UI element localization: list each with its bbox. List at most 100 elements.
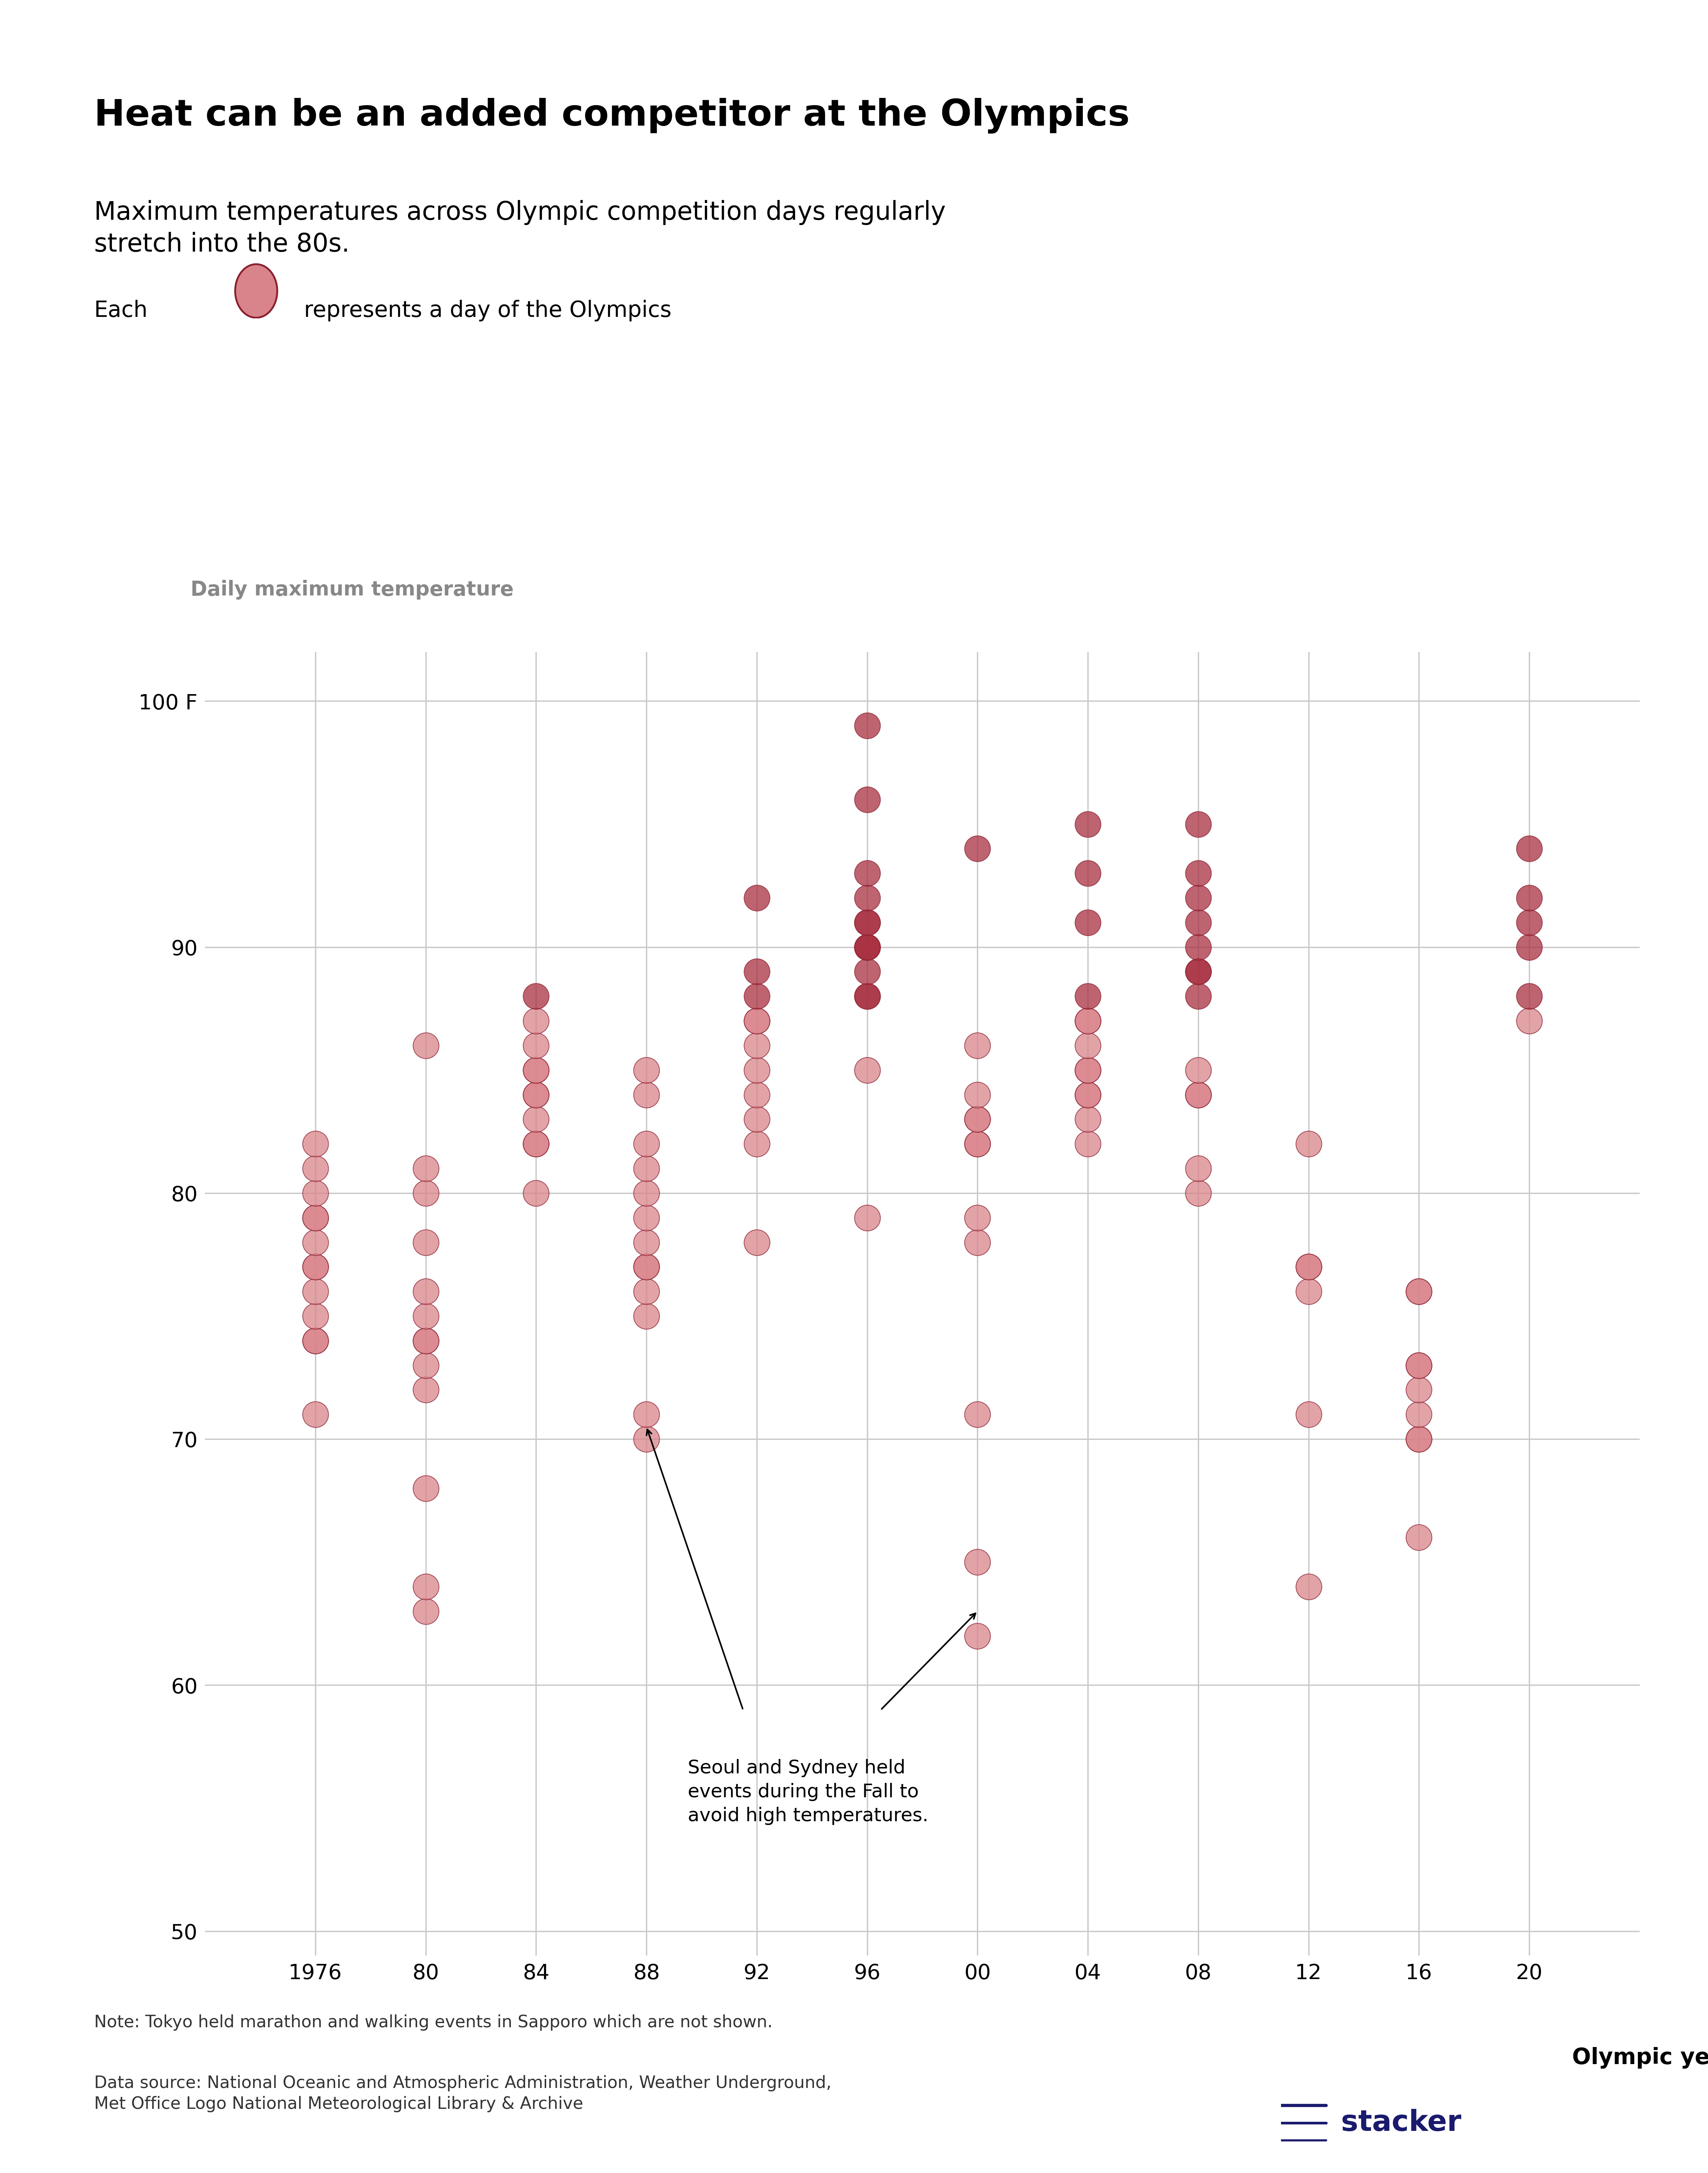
Point [632, 1199, 659, 1234]
Point [1185, 880, 1213, 915]
Point [1406, 1347, 1433, 1382]
Point [302, 1249, 330, 1284]
Point [302, 1199, 330, 1234]
Point [523, 1126, 550, 1160]
Point [854, 708, 881, 743]
Point [1185, 1152, 1213, 1186]
Point [963, 1102, 991, 1136]
Point [1515, 880, 1542, 915]
Point [1074, 1028, 1102, 1063]
Text: represents a day of the Olympics: represents a day of the Olympics [304, 300, 671, 322]
Point [1074, 1052, 1102, 1086]
Point [743, 1004, 770, 1039]
Point [854, 906, 881, 941]
Point [412, 1595, 439, 1630]
Point [632, 1078, 659, 1113]
Point [632, 1176, 659, 1210]
Point [302, 1323, 330, 1358]
Point [963, 1028, 991, 1063]
Text: Daily maximum temperature: Daily maximum temperature [191, 580, 514, 600]
Point [963, 1619, 991, 1654]
Point [1185, 930, 1213, 965]
Point [632, 1052, 659, 1086]
Point [963, 1397, 991, 1432]
Point [412, 1323, 439, 1358]
Point [963, 1126, 991, 1160]
Point [412, 1273, 439, 1308]
Point [632, 1421, 659, 1456]
Point [412, 1152, 439, 1186]
Point [854, 930, 881, 965]
Point [743, 1102, 770, 1136]
Point [523, 1004, 550, 1039]
Point [963, 1102, 991, 1136]
Point [1185, 954, 1213, 989]
Point [412, 1373, 439, 1408]
Point [1185, 1078, 1213, 1113]
Point [412, 1471, 439, 1506]
Point [743, 1226, 770, 1260]
Point [1515, 930, 1542, 965]
Point [1406, 1347, 1433, 1382]
Text: Note: Tokyo held marathon and walking events in Sapporo which are not shown.: Note: Tokyo held marathon and walking ev… [94, 2014, 772, 2032]
Point [1185, 1052, 1213, 1086]
Point [1295, 1273, 1322, 1308]
Point [1406, 1521, 1433, 1556]
Point [854, 978, 881, 1013]
Point [523, 978, 550, 1013]
Point [302, 1199, 330, 1234]
X-axis label: Olympic year: Olympic year [1573, 2047, 1708, 2069]
Point [854, 930, 881, 965]
Point [1515, 906, 1542, 941]
Point [412, 1569, 439, 1604]
Point [412, 1323, 439, 1358]
Point [412, 1028, 439, 1063]
Point [1074, 856, 1102, 891]
Point [632, 1152, 659, 1186]
Point [523, 1078, 550, 1113]
Point [412, 1176, 439, 1210]
Point [854, 906, 881, 941]
Point [1295, 1126, 1322, 1160]
Point [1185, 906, 1213, 941]
Point [743, 954, 770, 989]
Point [523, 1126, 550, 1160]
Point [1406, 1273, 1433, 1308]
Point [1295, 1397, 1322, 1432]
Point [854, 954, 881, 989]
Point [1406, 1273, 1433, 1308]
Point [854, 880, 881, 915]
Text: Maximum temperatures across Olympic competition days regularly
stretch into the : Maximum temperatures across Olympic comp… [94, 200, 946, 256]
Point [963, 1545, 991, 1580]
Point [743, 1052, 770, 1086]
Point [523, 1176, 550, 1210]
Point [743, 1028, 770, 1063]
Text: Seoul and Sydney held
events during the Fall to
avoid high temperatures.: Seoul and Sydney held events during the … [688, 1758, 929, 1825]
Point [1074, 1004, 1102, 1039]
Point [302, 1152, 330, 1186]
Point [1185, 954, 1213, 989]
Point [412, 1299, 439, 1334]
Point [302, 1249, 330, 1284]
Point [632, 1226, 659, 1260]
Point [1074, 1078, 1102, 1113]
Point [743, 1126, 770, 1160]
Point [302, 1299, 330, 1334]
Point [1295, 1249, 1322, 1284]
Point [854, 978, 881, 1013]
Point [1074, 978, 1102, 1013]
Point [1074, 806, 1102, 841]
Point [1295, 1569, 1322, 1604]
Text: Heat can be an added competitor at the Olympics: Heat can be an added competitor at the O… [94, 98, 1129, 133]
Point [632, 1299, 659, 1334]
Point [302, 1176, 330, 1210]
Point [963, 1078, 991, 1113]
Point [743, 880, 770, 915]
Point [854, 856, 881, 891]
Point [523, 1028, 550, 1063]
Point [302, 1226, 330, 1260]
Point [632, 1397, 659, 1432]
Point [302, 1397, 330, 1432]
Point [302, 1323, 330, 1358]
Point [963, 1226, 991, 1260]
